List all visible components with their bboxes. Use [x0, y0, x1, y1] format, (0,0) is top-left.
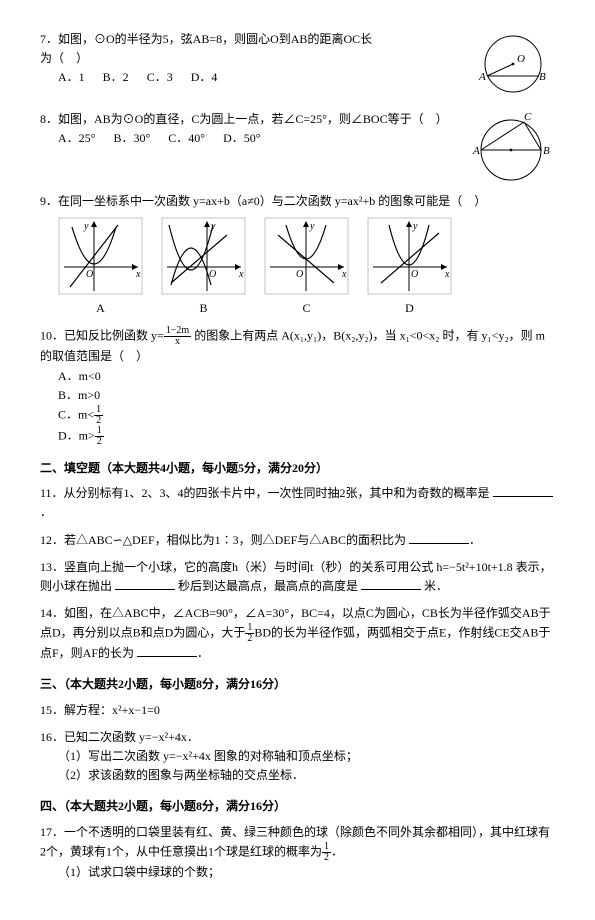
q7-opt-b[interactable]: B．2 — [103, 68, 129, 87]
q10-opt-b[interactable]: B．m>0 — [58, 386, 297, 405]
q9-fig-c: x y O — [264, 217, 349, 295]
svg-text:y: y — [83, 221, 89, 232]
question-11: 11．从分别标有1、2、3、4的四张卡片中，一次性同时抽2张，其中和为奇数的概率… — [40, 484, 555, 522]
figure-q7: O A B — [473, 30, 555, 102]
q9-fig-d: x y O — [367, 217, 452, 295]
svg-text:x: x — [238, 269, 244, 280]
svg-text:x: x — [341, 269, 347, 280]
q17-frac: 12 — [322, 842, 331, 863]
q10-opt-d[interactable]: D．m>12 — [58, 426, 297, 447]
question-12: 12．若△ABC∽△DEF，相似比为1∶3，则△DEF与△ABC的面积比为 ． — [40, 531, 555, 550]
q7-opt-c[interactable]: C．3 — [147, 68, 173, 87]
svg-text:C: C — [524, 111, 532, 123]
q9-opt-a[interactable]: A — [58, 299, 143, 318]
q7-stem-b: 为（ ） — [40, 51, 88, 65]
q7-opt-a[interactable]: A．1 — [58, 68, 85, 87]
question-13: 13．竖直向上抛一个小球，它的高度h（米）与时间t（秒）的关系可用公式 h=−5… — [40, 558, 555, 596]
question-10: 10．已知反比例函数 y=1−2mx 的图象上有两点 A(x₁,y₁)，B(x₂… — [40, 326, 555, 447]
q7-stem-a: 7．如图，⊙O的半径为5，弦AB=8，则圆心O到AB的距离OC长 — [40, 32, 372, 46]
svg-text:O: O — [411, 269, 418, 280]
q10-stem: 10．已知反比例函数 y= — [40, 329, 164, 343]
q8-stem: 8．如图，AB为⊙O的直径，C为圆上一点，若∠C=25°，则∠BOC等于（ ） — [40, 112, 448, 126]
q13-stem-b: 秒后到达最高点，最高点的高度是 — [178, 579, 358, 593]
section-3-title: 三、（本大题共2小题，每小题8分，满分16分） — [40, 675, 555, 694]
q16-stem: 16．已知二次函数 y=−x²+4x． — [40, 728, 555, 747]
svg-text:y: y — [412, 221, 418, 232]
q8-opt-c[interactable]: C．40° — [168, 129, 205, 148]
question-16: 16．已知二次函数 y=−x²+4x． （1）写出二次函数 y=−x²+4x 图… — [40, 728, 555, 786]
q8-opt-d[interactable]: D．50° — [223, 129, 260, 148]
q9-opt-d[interactable]: D — [367, 299, 452, 318]
q13-blank-1[interactable] — [115, 577, 175, 590]
q13-stem-c: 米． — [424, 579, 448, 593]
svg-text:x: x — [135, 269, 141, 280]
q12-stem: 12．若△ABC∽△DEF，相似比为1∶3，则△DEF与△ABC的面积比为 — [40, 533, 406, 547]
q11-blank[interactable] — [493, 484, 553, 497]
q9-fig-b: x y O — [161, 217, 246, 295]
q9-fig-a: x y O — [58, 217, 143, 295]
section-2-title: 二、填空题（本大题共4小题，每小题5分，满分20分） — [40, 459, 555, 478]
svg-text:A: A — [478, 71, 486, 83]
svg-text:O: O — [209, 269, 216, 280]
q17-stem: 17．一个不透明的口袋里装有红、黄、绿三种颜色的球（除颜色不同外其余都相同），其… — [40, 825, 550, 858]
q7-opt-d[interactable]: D．4 — [191, 68, 218, 87]
q9-figures: x y O x y O x y O — [58, 217, 555, 295]
q10-frac: 1−2mx — [164, 326, 191, 347]
question-14: 14．如图，在△ABC中，∠ACB=90°，∠A=30°，BC=4，以点C为圆心… — [40, 604, 555, 663]
question-9: 9．在同一坐标系中一次函数 y=ax+b（a≠0）与二次函数 y=ax²+b 的… — [40, 192, 555, 318]
q11-stem: 11．从分别标有1、2、3、4的四张卡片中，一次性同时抽2张，其中和为奇数的概率… — [40, 486, 490, 500]
svg-text:B: B — [539, 71, 546, 83]
q15-stem: 15．解方程：x²+x−1=0 — [40, 703, 160, 717]
figure-q8: A B C — [469, 110, 555, 184]
q9-stem: 9．在同一坐标系中一次函数 y=ax+b（a≠0）与二次函数 y=ax²+b 的… — [40, 194, 486, 208]
svg-text:O: O — [296, 269, 303, 280]
svg-text:O: O — [517, 53, 525, 65]
question-17: 17．一个不透明的口袋里装有红、黄、绿三种颜色的球（除颜色不同外其余都相同），其… — [40, 823, 555, 882]
svg-text:B: B — [543, 145, 550, 157]
q10-opt-a[interactable]: A．m<0 — [58, 367, 297, 386]
q16-part2: （2）求该函数的图象与两坐标轴的交点坐标． — [58, 766, 555, 785]
q9-opt-b[interactable]: B — [161, 299, 246, 318]
question-8: A B C 8．如图，AB为⊙O的直径，C为圆上一点，若∠C=25°，则∠BOC… — [40, 110, 555, 184]
q12-blank[interactable] — [409, 531, 469, 544]
section-4-title: 四、（本大题共2小题，每小题8分，满分16分） — [40, 797, 555, 816]
q8-opt-a[interactable]: A．25° — [58, 129, 95, 148]
q17-part1: （1）试求口袋中绿球的个数； — [58, 863, 555, 882]
q8-opt-b[interactable]: B．30° — [113, 129, 150, 148]
svg-text:x: x — [444, 269, 450, 280]
q9-opt-c[interactable]: C — [264, 299, 349, 318]
q13-blank-2[interactable] — [361, 577, 421, 590]
q16-part1: （1）写出二次函数 y=−x²+4x 图象的对称轴和顶点坐标； — [58, 747, 555, 766]
question-15: 15．解方程：x²+x−1=0 — [40, 701, 555, 720]
svg-text:O: O — [86, 269, 93, 280]
q14-frac: 12 — [245, 623, 254, 644]
svg-text:y: y — [309, 221, 315, 232]
q10-opt-c[interactable]: C．m<12 — [58, 405, 297, 426]
question-7: O A B 7．如图，⊙O的半径为5，弦AB=8，则圆心O到AB的距离OC长 为… — [40, 30, 555, 102]
q14-blank[interactable] — [137, 644, 197, 657]
svg-text:A: A — [472, 145, 480, 157]
